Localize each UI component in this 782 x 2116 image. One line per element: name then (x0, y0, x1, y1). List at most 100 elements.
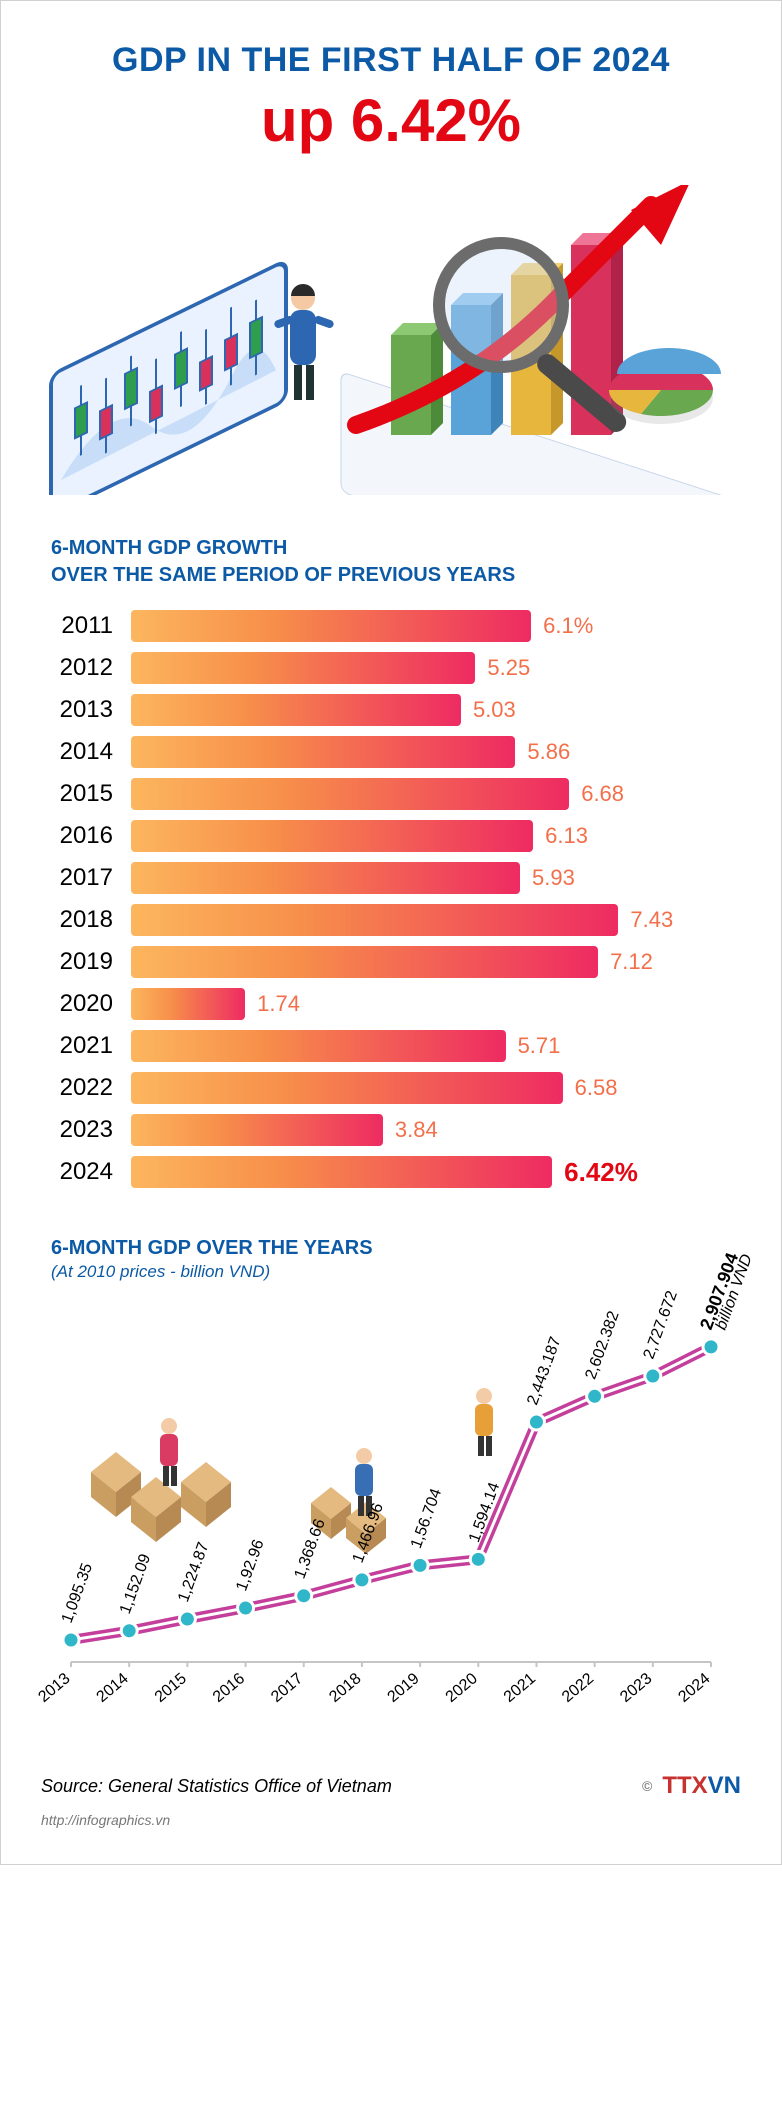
bar-year: 2018 (51, 906, 131, 934)
bar-row: 20215.71 (51, 1029, 731, 1063)
bars-title-line2: OVER THE SAME PERIOD OF PREVIOUS YEARS (51, 564, 515, 586)
bar-fill (131, 694, 461, 726)
line-point (470, 1551, 486, 1567)
line-point (121, 1623, 137, 1639)
bar-row: 2019 7.12 (51, 945, 731, 979)
bar-value: 5.71 (518, 1033, 561, 1059)
bar-fill (131, 652, 475, 684)
line-value-label: 1,224.87 (175, 1540, 212, 1604)
bar-row: 20125.25 (51, 651, 731, 685)
bar-row: 2018 7.43 (51, 903, 731, 937)
bar-fill (131, 1072, 563, 1104)
line-value-label: 2,602.382 (582, 1309, 622, 1382)
source-text: Source: General Statistics Office of Vie… (41, 1776, 392, 1797)
bar-row: 20116.1% (51, 609, 731, 643)
bars-section-title: 6-MONTH GDP GROWTH OVER THE SAME PERIOD … (1, 525, 781, 609)
bar-fill (131, 988, 245, 1020)
bar-year: 2017 (51, 864, 131, 892)
bar-track: 3.84 (131, 1114, 731, 1146)
line-chart-title: 6-MONTH GDP OVER THE YEARS (51, 1237, 731, 1260)
bar-track: 6.13 (131, 820, 731, 852)
bar-fill (131, 946, 598, 978)
bar-value: 6.1% (543, 613, 593, 639)
line-value-label: 1,152.09 (117, 1552, 154, 1616)
bar-value: 6.13 (545, 823, 588, 849)
bar-fill (131, 1030, 506, 1062)
line-value-label: 1,095.35 (59, 1561, 96, 1625)
bar-track: 6.68 (131, 778, 731, 810)
logo-text: TTXVN (662, 1772, 741, 1800)
line-section: 6-MONTH GDP OVER THE YEARS (At 2010 pric… (1, 1227, 781, 1752)
bar-year: 2019 (51, 948, 131, 976)
footer: Source: General Statistics Office of Vie… (1, 1762, 781, 1808)
line-year-label: 2022 (559, 1670, 597, 1706)
bar-track: 5.03 (131, 694, 731, 726)
bar-track: 7.43 (131, 904, 731, 936)
line-point (296, 1588, 312, 1604)
bar-track: 6.58 (131, 1072, 731, 1104)
line-year-label: 2023 (617, 1670, 655, 1706)
line-year-label: 2018 (326, 1670, 364, 1706)
line-year-label: 2020 (443, 1670, 481, 1706)
line-point (63, 1632, 79, 1648)
bar-row: 2015 6.68 (51, 777, 731, 811)
bar-year: 2015 (51, 780, 131, 808)
bar-year: 2014 (51, 738, 131, 766)
line-year-label: 2024 (675, 1670, 713, 1706)
hero-svg (41, 185, 741, 495)
bar-track: 5.25 (131, 652, 731, 684)
line-chart-subtitle: (At 2010 prices - billion VND) (51, 1262, 731, 1282)
bar-fill (131, 610, 531, 642)
header: GDP IN THE FIRST HALF OF 2024 up 6.42% (1, 1, 781, 165)
bar-row: 2016 6.13 (51, 819, 731, 853)
bar-fill (131, 820, 533, 852)
bar-row: 20246.42% (51, 1155, 731, 1189)
bar-row: 20201.74 (51, 987, 731, 1021)
line-year-label: 2019 (384, 1670, 422, 1706)
line-point (238, 1600, 254, 1616)
bar-fill (131, 736, 515, 768)
line-point (645, 1368, 661, 1384)
bar-value: 7.12 (610, 949, 653, 975)
bar-track: 6.1% (131, 610, 731, 642)
line-point (412, 1557, 428, 1573)
bar-value: 7.43 (630, 907, 673, 933)
bar-fill (131, 778, 569, 810)
line-value-label: 2,727.672 (641, 1289, 681, 1362)
infographic-page: GDP IN THE FIRST HALF OF 2024 up 6.42% (0, 0, 782, 1865)
bar-row: 2017 5.93 (51, 861, 731, 895)
line-chart: 1,095.3520131,152.0920141,224.8720151,92… (51, 1302, 731, 1722)
bar-row: 20233.84 (51, 1113, 731, 1147)
bar-track: 1.74 (131, 988, 731, 1020)
line-value-label: 1,56.704 (408, 1486, 445, 1550)
line-value-label: 1,92.96 (233, 1537, 267, 1593)
line-value-label: 2,443.187 (524, 1335, 564, 1408)
line-year-label: 2016 (210, 1670, 248, 1706)
bar-row: 20135.03 (51, 693, 731, 727)
bar-value: 5.25 (487, 655, 530, 681)
bar-track: 5.71 (131, 1030, 731, 1062)
bar-track: 5.93 (131, 862, 731, 894)
bar-value: 5.93 (532, 865, 575, 891)
bar-fill (131, 1114, 383, 1146)
bar-fill (131, 862, 520, 894)
bar-fill (131, 904, 618, 936)
line-point (179, 1611, 195, 1627)
title-line1: GDP IN THE FIRST HALF OF 2024 (21, 41, 761, 80)
bar-value: 6.68 (581, 781, 624, 807)
hero-illustration (41, 185, 741, 495)
bar-year: 2016 (51, 822, 131, 850)
line-point (587, 1388, 603, 1404)
line-year-label: 2017 (268, 1670, 306, 1706)
bar-value: 1.74 (257, 991, 300, 1017)
bar-row: 20226.58 (51, 1071, 731, 1105)
warehouse-illustration (91, 1388, 493, 1554)
bar-value: 5.03 (473, 697, 516, 723)
bar-value: 6.42% (564, 1157, 638, 1188)
title-line2: up 6.42% (21, 86, 761, 155)
bar-row: 2014 5.86 (51, 735, 731, 769)
line-year-label: 2015 (152, 1670, 190, 1706)
line-year-label: 2021 (501, 1670, 539, 1706)
bar-value: 6.58 (575, 1075, 618, 1101)
bar-value: 5.86 (527, 739, 570, 765)
